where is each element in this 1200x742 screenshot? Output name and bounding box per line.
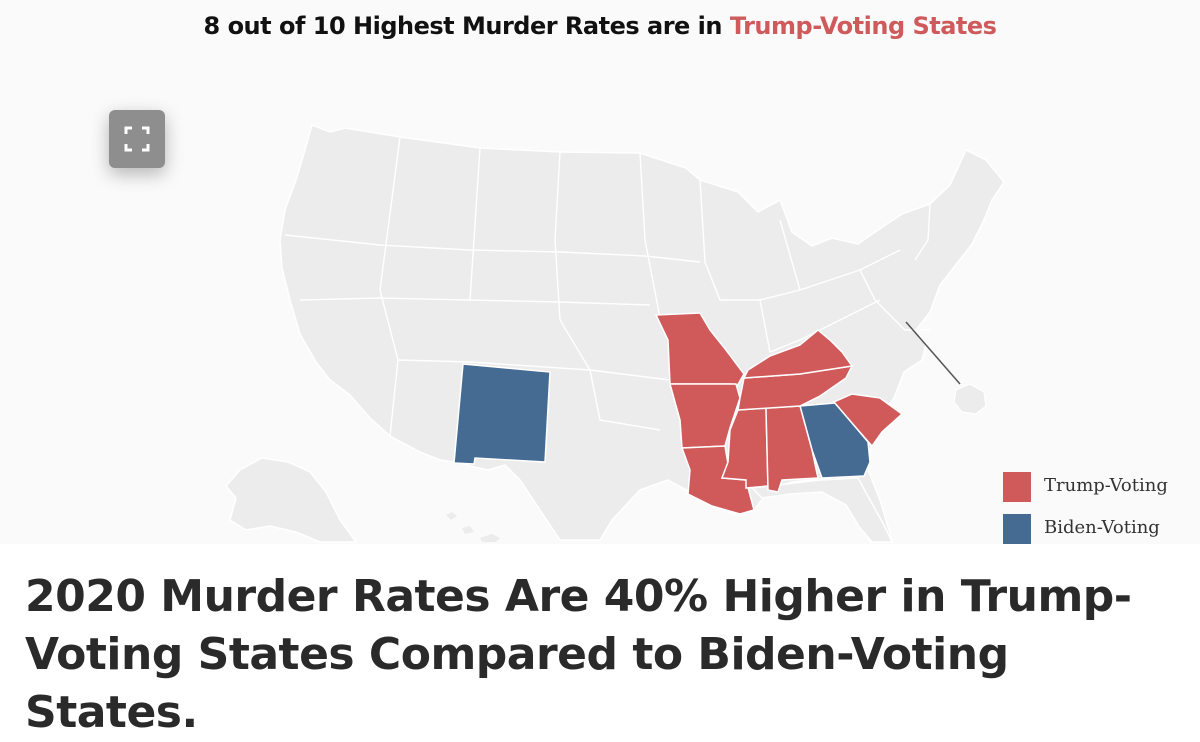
- us-map: [225, 124, 1005, 543]
- alaska: [225, 457, 358, 543]
- legend-swatch-biden: [1003, 514, 1031, 544]
- state-missouri: [654, 312, 745, 390]
- title-bar: 8 out of 10 Highest Murder Rates are in …: [0, 0, 1200, 62]
- page-title: 8 out of 10 Highest Murder Rates are in …: [0, 12, 1200, 40]
- legend-swatch-trump: [1003, 472, 1031, 502]
- legend-label-biden: Biden-Voting: [1044, 517, 1160, 538]
- legend-item-biden: Biden-Voting: [1003, 514, 1198, 544]
- expand-icon: [124, 126, 150, 152]
- state-south-carolina: [832, 393, 904, 448]
- state-new-mexico: [453, 363, 551, 465]
- hawaii: [446, 512, 500, 542]
- dc-inset: [953, 383, 987, 415]
- legend-item-trump: Trump-Voting: [1003, 472, 1198, 502]
- state-kentucky: [742, 329, 854, 379]
- title-prefix: 8 out of 10 Highest Murder Rates are in: [203, 12, 730, 40]
- expand-button[interactable]: [109, 110, 165, 168]
- state-alabama: [765, 405, 819, 493]
- florida: [750, 477, 894, 543]
- state-louisiana: [680, 445, 755, 515]
- callout-line: [905, 321, 961, 385]
- state-arkansas: [669, 383, 741, 449]
- title-highlight: Trump-Voting States: [729, 12, 997, 40]
- legend-label-trump: Trump-Voting: [1044, 475, 1168, 496]
- headline: 2020 Murder Rates Are 40% Higher in Trum…: [25, 571, 1132, 738]
- state-borders: [284, 136, 931, 437]
